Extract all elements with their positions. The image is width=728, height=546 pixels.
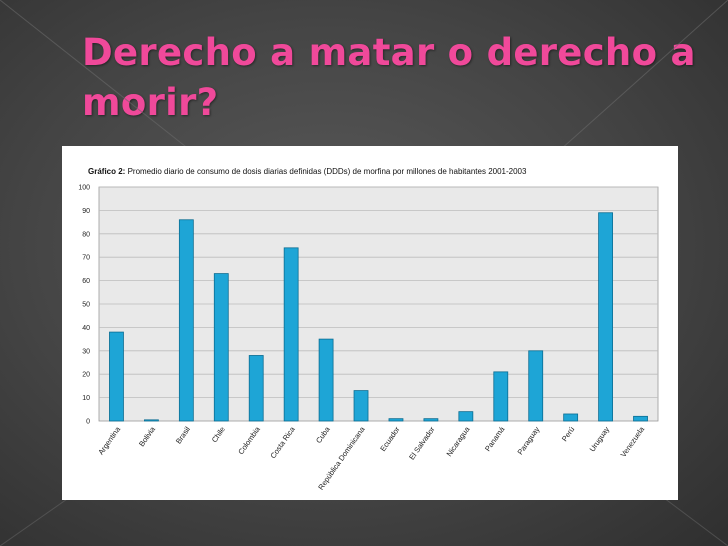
y-tick-label: 50 <box>82 302 90 309</box>
x-category-label: Costa Rica <box>268 424 297 460</box>
bar <box>493 371 509 422</box>
chart-panel: Gráfico 2: Promedio diario de consumo de… <box>62 146 678 500</box>
x-category-label: Chile <box>210 425 227 444</box>
bar <box>144 419 159 422</box>
y-tick-label: 30 <box>82 348 90 355</box>
slide-title: Derecho a matar o derecho a morir? <box>82 31 696 124</box>
y-tick-label: 80 <box>82 231 90 238</box>
x-category-label: Cuba <box>314 424 332 445</box>
bar <box>423 418 439 422</box>
x-category-label: Perú <box>560 425 576 443</box>
bar <box>633 415 648 422</box>
x-category-label: Uruguay <box>588 425 612 454</box>
x-category-label: Paraguay <box>516 425 542 457</box>
y-tick-label: 90 <box>82 208 90 215</box>
bar <box>353 390 369 422</box>
y-tick-label: 70 <box>82 255 90 262</box>
y-tick-label: 60 <box>82 278 90 285</box>
bar <box>318 338 334 422</box>
x-category-label: Brasil <box>174 425 192 446</box>
chart-title-rest: Promedio diario de consumo de dosis diar… <box>125 167 527 176</box>
x-category-label: Venezuela <box>619 424 647 459</box>
bar <box>563 413 579 422</box>
x-category-label: Colombia <box>236 424 262 456</box>
x-category-label: Nicaragua <box>445 424 472 458</box>
bar <box>109 331 124 422</box>
x-category-label: El Salvador <box>407 425 437 462</box>
y-tick-label: 0 <box>86 419 90 426</box>
bar <box>213 273 229 422</box>
y-tick-label: 40 <box>82 325 90 332</box>
bar-chart: Gráfico 2: Promedio diario de consumo de… <box>78 167 659 492</box>
y-tick-label: 20 <box>82 372 90 379</box>
x-category-label: Panamá <box>483 424 507 453</box>
bar <box>598 212 613 422</box>
bar <box>178 219 194 422</box>
x-category-label: Argentina <box>96 424 122 456</box>
bar <box>283 247 299 422</box>
x-category-label: Bolivia <box>137 424 158 448</box>
chart-title: Gráfico 2: Promedio diario de consumo de… <box>88 167 527 176</box>
bar <box>528 350 544 422</box>
chart-title-bold: Gráfico 2: <box>88 167 125 176</box>
bar <box>458 411 474 422</box>
bar <box>248 355 264 422</box>
bar <box>388 418 404 422</box>
y-tick-label: 100 <box>78 185 90 192</box>
y-tick-label: 10 <box>82 395 90 402</box>
x-category-label: Ecuador <box>378 425 402 453</box>
